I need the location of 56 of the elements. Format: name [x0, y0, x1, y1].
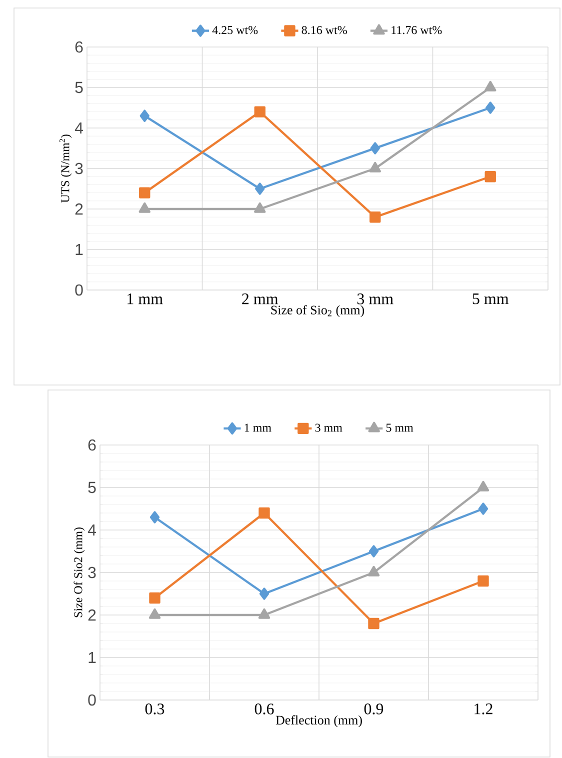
legend-label: 4.25 wt%: [212, 26, 258, 34]
point: [258, 608, 270, 619]
point: [477, 480, 490, 492]
x-tick-label: 0.6: [254, 704, 274, 714]
point: [139, 187, 150, 198]
y-tick-label: 4: [74, 122, 83, 134]
y-tick-label: 3: [75, 162, 83, 174]
point: [478, 502, 488, 515]
point: [254, 202, 266, 213]
point: [370, 212, 381, 223]
point: [370, 142, 380, 154]
x-tick-label: 2 mm: [242, 294, 278, 304]
x-tick-label: 3 mm: [357, 294, 394, 304]
x-axis-title: Deflection (mm): [276, 715, 362, 728]
y-tick-label: 3: [88, 566, 96, 578]
point: [149, 592, 160, 604]
y-tick-label: 0: [75, 284, 83, 296]
legend-label: 5 mm: [386, 424, 414, 432]
point: [368, 566, 380, 576]
point: [254, 106, 266, 118]
point: [368, 545, 379, 558]
y-tick-label: 2: [75, 203, 83, 215]
point: [150, 511, 160, 524]
legend-label: 3 mm: [315, 424, 342, 432]
legend-label: 11.76 wt%: [392, 26, 442, 34]
point: [368, 618, 380, 630]
point: [484, 80, 496, 92]
point: [255, 182, 265, 195]
x-tick-label: 0.9: [364, 704, 384, 714]
point: [138, 202, 150, 213]
x-tick-label: 1 mm: [128, 294, 163, 304]
y-tick-label: 1: [88, 652, 96, 663]
x-axis-title: Size of Sio$_{2}$ (mm): [271, 305, 364, 318]
y-tick-label: 6: [88, 439, 96, 451]
y-tick-label: 2: [88, 609, 96, 621]
point: [369, 162, 381, 172]
point: [486, 102, 496, 114]
y-tick-label: 4: [88, 524, 96, 536]
point: [258, 507, 270, 519]
x-tick-label: 5 mm: [472, 294, 509, 304]
point: [148, 608, 161, 619]
y-axis-title: UTS (N/mm$^{2}$): [59, 134, 72, 203]
point: [484, 171, 496, 182]
legend-label: 8.16 wt%: [302, 26, 347, 34]
x-tick-label: 0.3: [145, 704, 164, 714]
point: [140, 110, 150, 122]
y-tick-label: 1: [76, 244, 83, 255]
point: [478, 575, 489, 587]
y-tick-label: 5: [88, 482, 96, 494]
y-tick-label: 6: [75, 41, 83, 53]
y-axis-title: Size Of Sio2 (mm): [74, 528, 85, 618]
legend-label: 1 mm: [244, 424, 272, 432]
point: [259, 588, 270, 600]
x-tick-label: 1.2: [474, 704, 492, 714]
y-tick-label: 0: [88, 694, 96, 706]
y-tick-label: 5: [75, 82, 83, 94]
